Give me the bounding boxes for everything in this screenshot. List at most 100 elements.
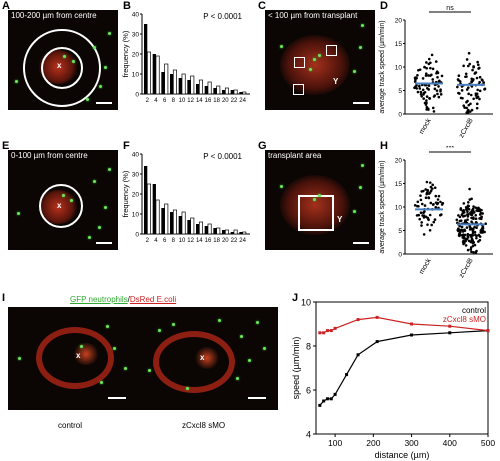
bar-black [222,90,226,94]
y-tick-label: 10 [132,72,140,79]
data-point [425,61,428,64]
x-tick-label: 22 [231,238,238,244]
y-tick-label: 30 [132,172,140,179]
panel-h-dotplot: 0 5 10 15 20 average track speed (µm/min) *** m… [379,146,493,279]
data-point [424,196,428,200]
x-tick-label: 8 [172,98,176,104]
bar-white [172,69,177,95]
data-point [466,201,470,204]
data-point [469,226,472,229]
data-point [473,243,477,247]
x-tick-label: 20 [222,238,229,244]
data-point [481,229,485,233]
data-point [482,81,486,84]
control-marker: x [76,351,81,360]
bar-black [170,212,174,234]
data-point [425,66,429,70]
bar-white [233,229,238,235]
legend-entry: zCxcl8 sMO [443,315,486,324]
data-point [437,194,441,198]
data-point [418,87,422,90]
data-point [459,208,463,211]
bar-white [207,81,212,95]
y-tick-label: 4 [306,430,311,440]
scale-bar [353,242,369,244]
data-point [471,230,475,233]
data-point [438,79,441,83]
data-point [462,104,466,107]
bar-white [146,51,151,95]
data-point [475,236,478,240]
x-tick-label: 6 [163,238,167,244]
y-tick-label: 15 [395,41,403,48]
data-point [431,78,435,81]
data-point [479,231,483,234]
data-point [425,95,429,98]
data-point [416,200,420,204]
bar-white [233,89,238,95]
y-tick-label: 0 [398,112,402,119]
plot-frame [315,301,489,435]
data-point [470,228,474,231]
data-point [478,80,481,84]
data-point [476,209,480,213]
data-point [464,237,467,241]
data-point [464,244,468,247]
y-axis-label: frequency (%) [121,30,130,77]
y-axis-label: frequency (%) [121,170,130,217]
data-point [465,226,469,229]
data-point [466,215,470,218]
series-point [345,373,349,377]
data-point [481,79,484,82]
data-point [433,94,437,97]
transplant-area-box [298,195,334,231]
scale-bar [353,102,369,104]
data-point [421,214,424,217]
data-point [476,60,479,64]
bar-white [198,79,203,95]
smo-marker: x [200,353,205,362]
data-point [422,211,425,215]
data-point [459,96,463,100]
data-point [470,77,474,81]
data-point [469,110,472,113]
data-point [427,196,431,200]
data-point [457,214,460,217]
x-tick-label: 200 [366,438,380,448]
data-point [460,228,463,232]
data-point [467,92,470,96]
data-point [419,194,422,197]
data-point [426,223,429,226]
panel-e-label: E [2,140,10,152]
data-point [424,83,428,87]
series-point [318,403,322,407]
series-point [325,397,329,401]
data-point [464,219,467,222]
data-point [458,215,462,219]
data-point [421,88,425,92]
data-point [469,248,473,251]
data-point [476,207,479,210]
bar-white [164,63,169,95]
series-point [325,329,329,333]
data-point [424,74,428,77]
data-point [422,189,425,193]
x-tick-label: 300 [404,438,418,448]
bar-black [161,208,165,234]
data-point [457,74,461,78]
data-point [429,74,432,77]
data-point [462,64,465,68]
data-point [467,207,471,211]
data-point [462,239,465,242]
data-point [467,51,471,55]
data-point [427,74,430,77]
data-point [420,221,423,224]
data-point [474,92,478,96]
data-point [473,230,477,234]
data-point [466,210,469,214]
data-point [478,97,481,101]
panel-i-left-caption: control [58,421,83,430]
data-point [476,95,480,99]
x-tick-label: 500 [481,438,495,448]
data-point [418,84,421,88]
